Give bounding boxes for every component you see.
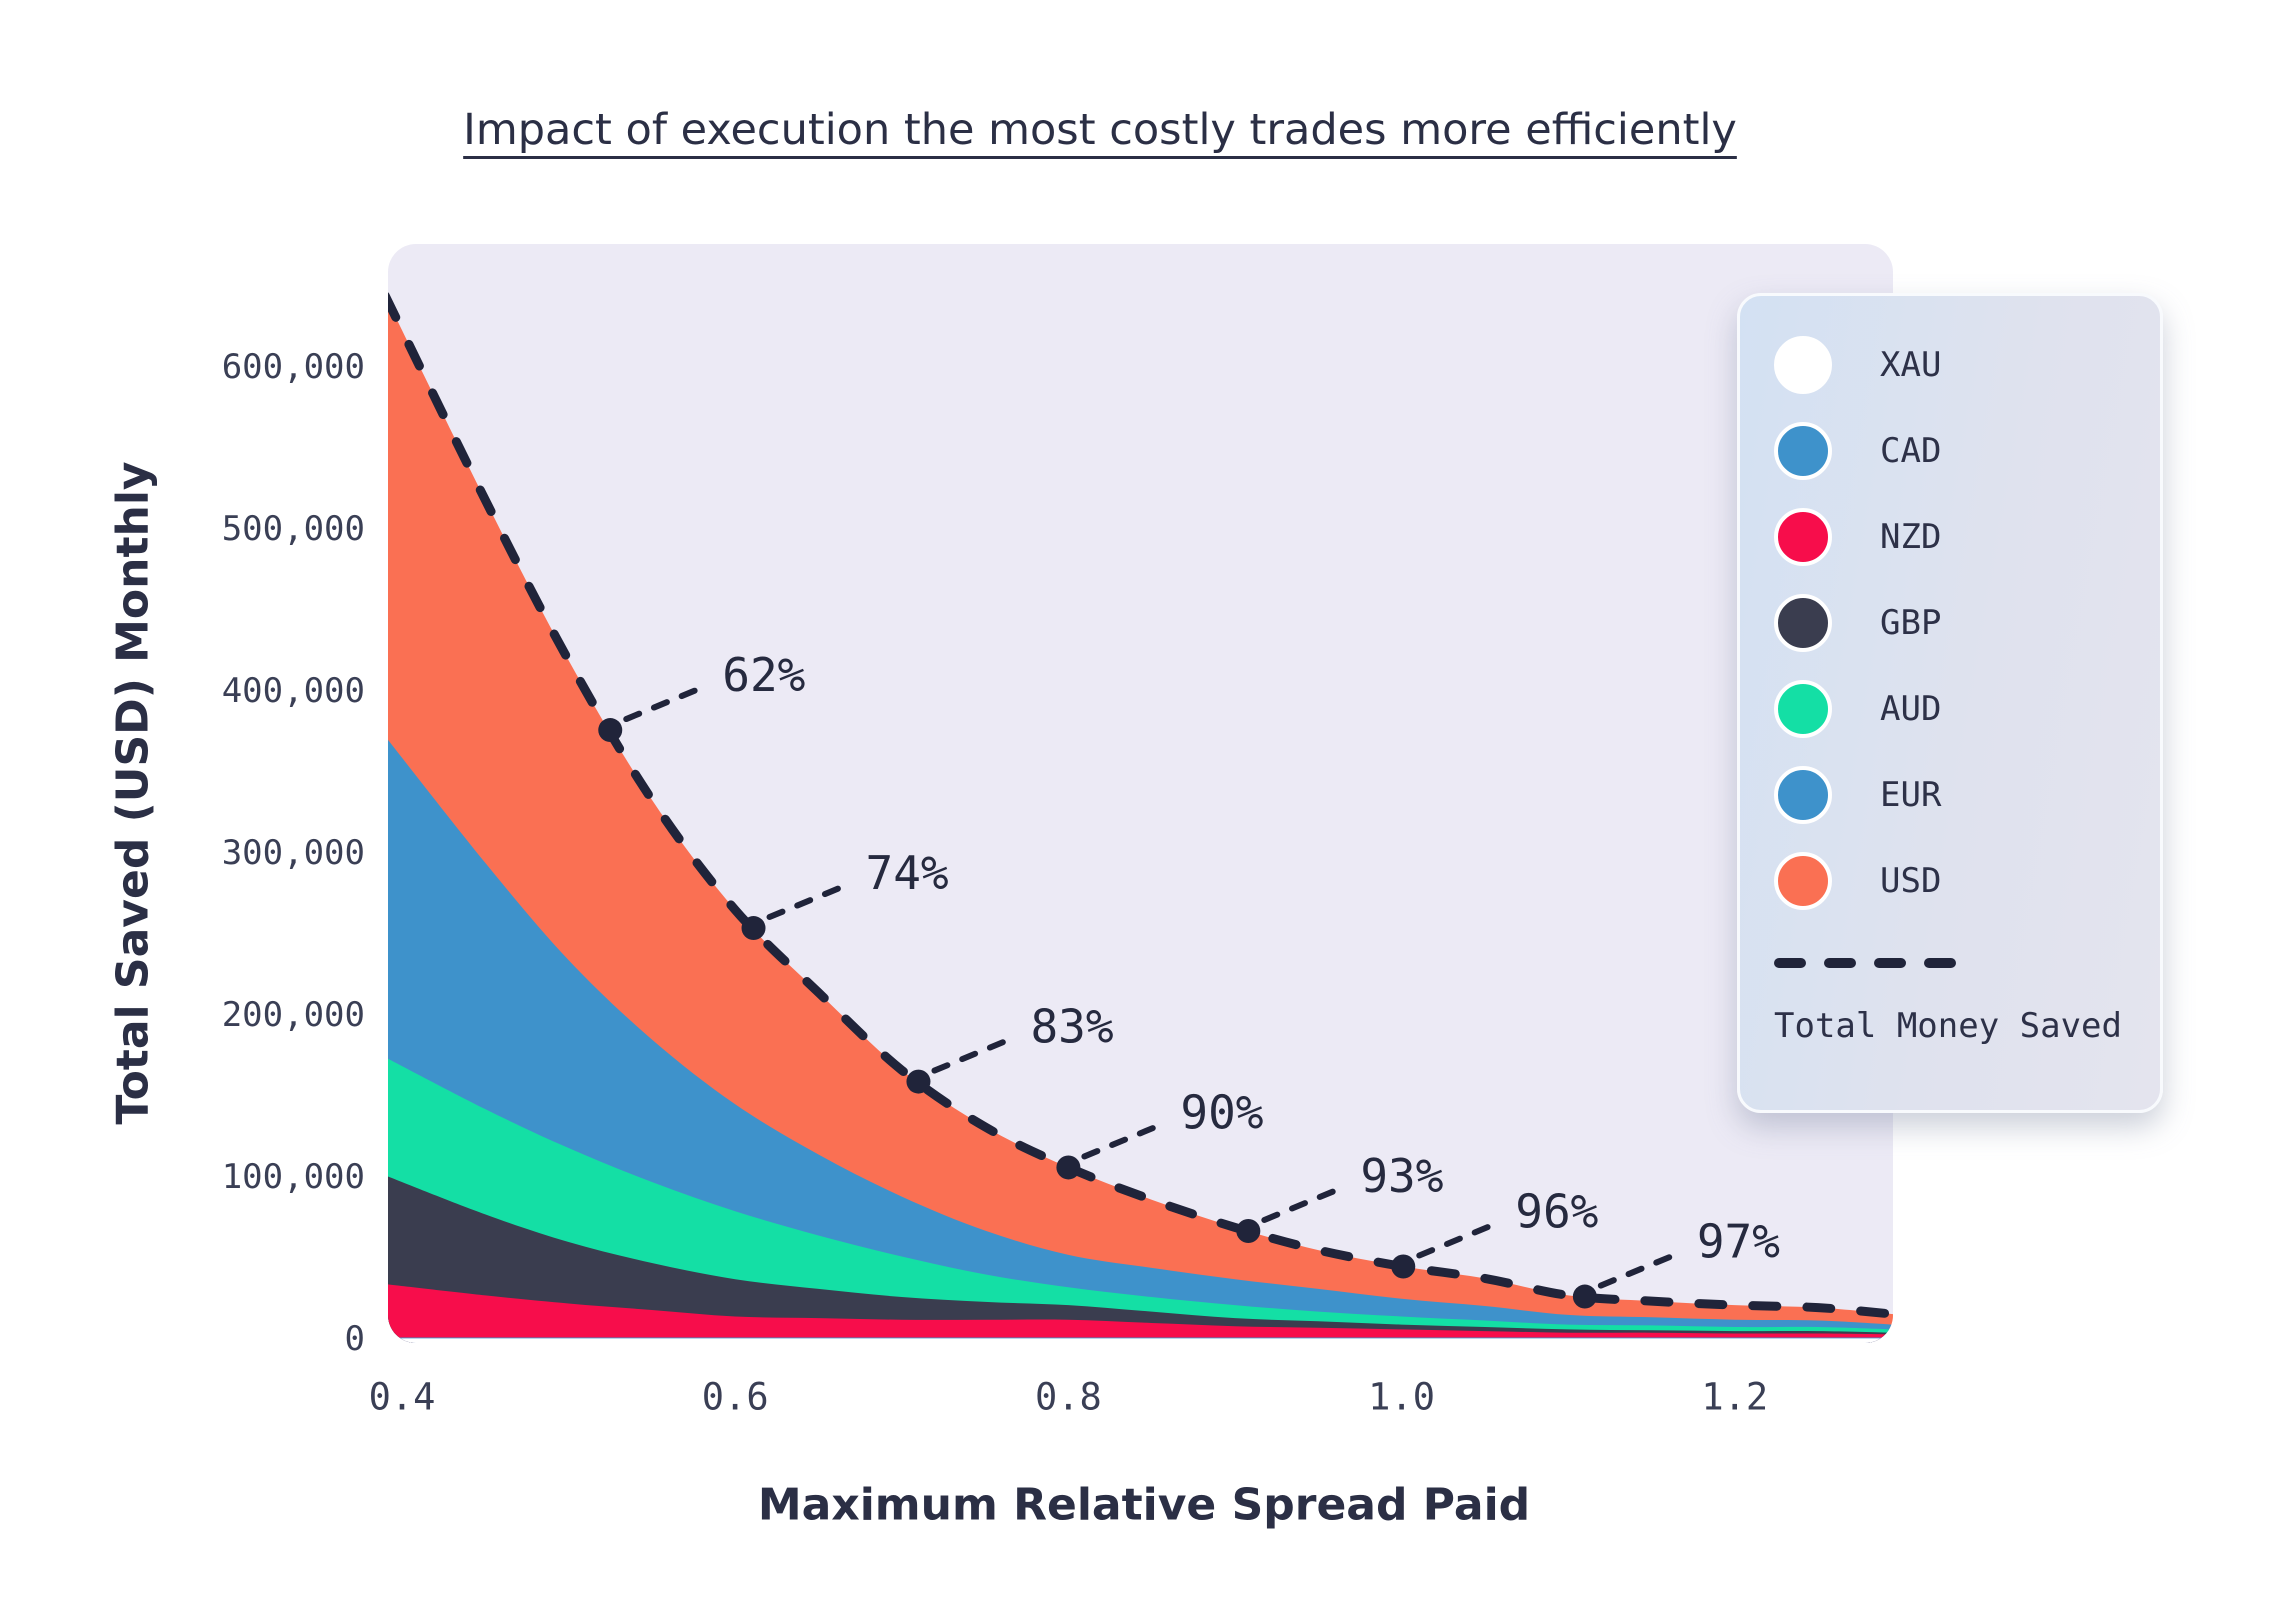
x-tick-0.4: 0.4 <box>368 1375 436 1419</box>
legend-swatch-icon <box>1774 508 1832 566</box>
legend: XAU CAD NZD GBP AUD EUR USD Total Money Saved <box>1737 293 2163 1113</box>
legend-item-eur[interactable]: EUR <box>1774 752 2160 838</box>
legend-label: NZD <box>1880 517 1942 557</box>
y-axis-title: Total Saved (USD) Monthly <box>107 461 159 1125</box>
annotation-connector <box>623 682 712 723</box>
legend-label: AUD <box>1880 689 1942 729</box>
annotation-dot <box>1056 1155 1081 1180</box>
y-tick-200000: 200,000 <box>221 995 365 1035</box>
annotation-connector <box>1416 1218 1505 1259</box>
area-xau <box>388 1338 1893 1343</box>
legend-label: USD <box>1880 861 1942 901</box>
y-tick-400000: 400,000 <box>221 671 365 711</box>
dash-segment <box>1874 958 1906 968</box>
area-eur <box>388 736 1893 1343</box>
annotation-dot <box>1572 1284 1597 1309</box>
dash-segment <box>1824 958 1856 968</box>
annotation-label: 90% <box>1180 1085 1263 1139</box>
annotation-dot <box>741 916 766 941</box>
legend-label: EUR <box>1880 775 1942 815</box>
dash-segment <box>1924 958 1956 968</box>
legend-item-nzd[interactable]: NZD <box>1774 494 2160 580</box>
legend-item-gbp[interactable]: GBP <box>1774 580 2160 666</box>
dash-segment <box>1774 958 1806 968</box>
x-axis-title: Maximum Relative Spread Paid <box>757 1479 1531 1531</box>
legend-items: XAU CAD NZD GBP AUD EUR USD <box>1774 322 2160 924</box>
annotation-93%: 93% <box>1236 1149 1443 1244</box>
annotation-connector <box>1081 1119 1170 1160</box>
x-tick-0.8: 0.8 <box>1034 1375 1102 1419</box>
legend-item-xau[interactable]: XAU <box>1774 322 2160 408</box>
y-tick-300000: 300,000 <box>221 833 365 873</box>
annotation-dot <box>906 1069 931 1094</box>
y-tick-100000: 100,000 <box>221 1157 365 1197</box>
area-aud <box>388 1057 1893 1343</box>
x-tick-1.0: 1.0 <box>1368 1375 1436 1419</box>
annotation-label: 93% <box>1360 1149 1443 1203</box>
legend-dashed-line-icon[interactable] <box>1774 958 2160 968</box>
annotation-label: 62% <box>722 648 805 702</box>
area-gbp <box>388 1175 1893 1343</box>
annotation-97%: 97% <box>1572 1215 1780 1309</box>
legend-swatch-icon <box>1774 852 1832 910</box>
legend-item-usd[interactable]: USD <box>1774 838 2160 924</box>
annotation-label: 74% <box>866 846 949 900</box>
annotation-connector <box>931 1033 1020 1074</box>
chart-title: Impact of execution the most costly trad… <box>463 105 1737 155</box>
legend-item-cad[interactable]: CAD <box>1774 408 2160 494</box>
legend-label: XAU <box>1880 345 1942 385</box>
legend-swatch-icon <box>1774 766 1832 824</box>
x-tick-0.6: 0.6 <box>701 1375 769 1419</box>
annotation-dot <box>598 718 623 743</box>
legend-swatch-icon <box>1774 422 1832 480</box>
legend-total-label: Total Money Saved <box>1774 1006 2122 1046</box>
annotation-dot <box>1236 1219 1261 1244</box>
y-tick-500000: 500,000 <box>221 509 365 549</box>
total-money-saved-line <box>388 291 1893 1319</box>
annotation-connector <box>766 880 855 921</box>
area-nzd <box>388 1284 1893 1343</box>
annotation-62%: 62% <box>598 648 805 743</box>
legend-swatch-icon <box>1774 680 1832 738</box>
annotation-83%: 83% <box>906 1000 1114 1094</box>
annotation-connector <box>1597 1248 1686 1289</box>
annotation-label: 96% <box>1515 1185 1598 1239</box>
legend-swatch-icon <box>1774 336 1832 394</box>
legend-label: GBP <box>1880 603 1942 643</box>
annotation-96%: 96% <box>1391 1185 1598 1279</box>
legend-label: CAD <box>1880 431 1942 471</box>
annotation-label: 83% <box>1030 1000 1113 1054</box>
legend-item-aud[interactable]: AUD <box>1774 666 2160 752</box>
legend-swatch-icon <box>1774 594 1832 652</box>
y-tick-0: 0 <box>344 1319 365 1359</box>
annotation-label: 97% <box>1697 1215 1780 1269</box>
y-tick-600000: 600,000 <box>221 347 365 387</box>
annotation-90%: 90% <box>1056 1085 1263 1180</box>
annotation-dot <box>1391 1254 1416 1279</box>
annotation-connector <box>1261 1183 1350 1224</box>
x-tick-1.2: 1.2 <box>1701 1375 1769 1419</box>
annotation-74%: 74% <box>741 846 949 941</box>
area-usd <box>388 295 1893 1343</box>
